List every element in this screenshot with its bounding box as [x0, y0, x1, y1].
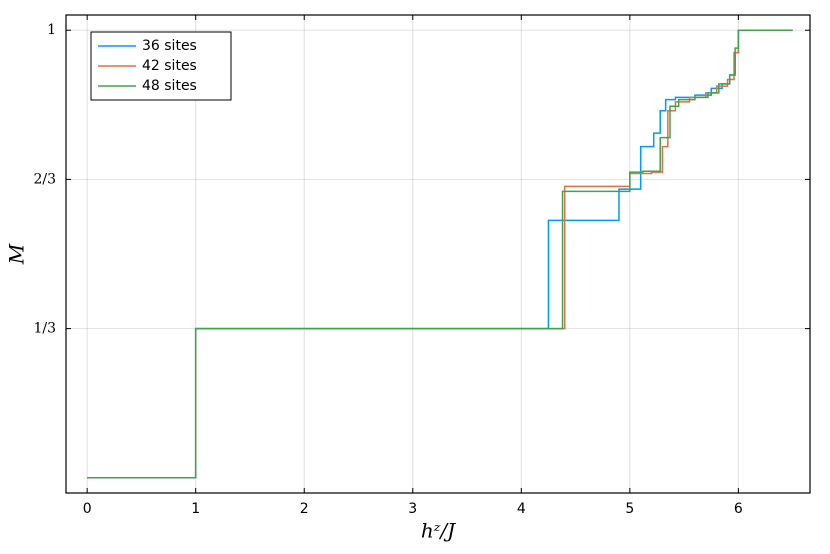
legend-label: 48 sites [142, 78, 197, 94]
series-line [87, 29, 793, 479]
x-tick-label: 5 [625, 501, 634, 517]
x-tick-label: 2 [300, 501, 309, 517]
y-tick-label: 2/3 [33, 171, 56, 187]
legend-label: 42 sites [142, 58, 197, 74]
legend-label: 36 sites [142, 38, 197, 54]
y-tick-label: 1/3 [33, 321, 56, 337]
x-tick-label: 6 [734, 501, 743, 517]
plot-frame [65, 14, 811, 494]
y-tick-label: 1 [47, 22, 56, 38]
x-tick-label: 0 [83, 501, 92, 517]
x-tick-label: 3 [408, 501, 417, 517]
x-tick-label: 1 [191, 501, 200, 517]
x-tick-label: 4 [517, 501, 526, 517]
y-axis-label: M [5, 243, 29, 265]
x-axis-label: hᶻ/J [421, 519, 456, 543]
